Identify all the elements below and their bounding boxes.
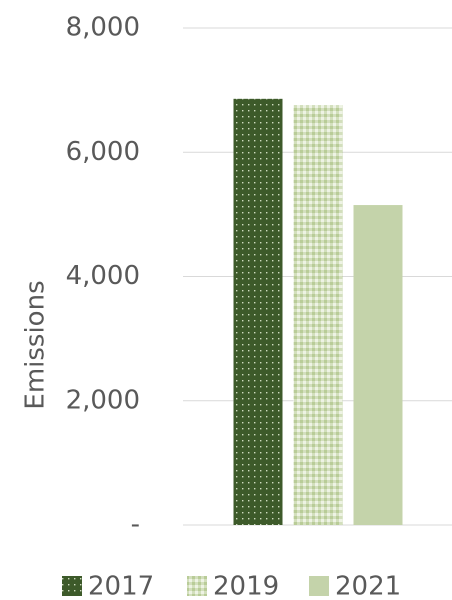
legend-swatch bbox=[309, 576, 329, 596]
legend-label: 2017 bbox=[88, 572, 154, 600]
bar bbox=[353, 205, 403, 525]
y-tick-label: 2,000 bbox=[66, 385, 140, 415]
legend-label: 2021 bbox=[335, 572, 401, 600]
y-tick-label: 8,000 bbox=[66, 13, 140, 43]
bar bbox=[233, 98, 283, 525]
y-axis-label: Emissions bbox=[21, 280, 51, 409]
legend-swatch bbox=[62, 576, 82, 596]
y-tick-label: 6,000 bbox=[66, 137, 140, 167]
y-tick-label: - bbox=[131, 510, 140, 540]
legend-label: 2019 bbox=[213, 572, 279, 600]
legend-swatch bbox=[187, 576, 207, 596]
y-tick-label: 4,000 bbox=[66, 261, 140, 291]
bar bbox=[293, 105, 343, 525]
